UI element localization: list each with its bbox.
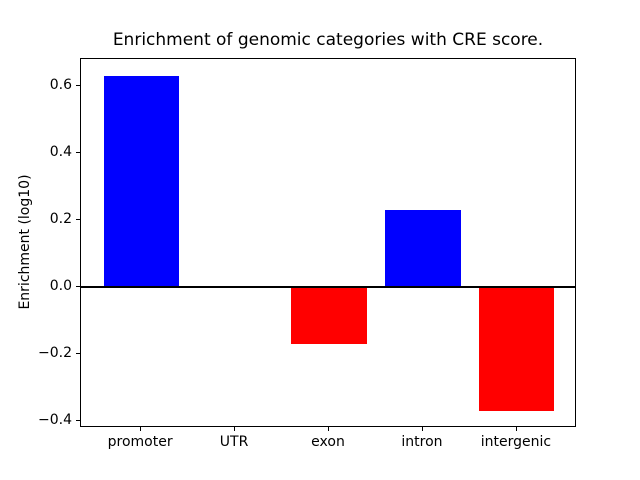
y-tick-mark bbox=[76, 219, 80, 221]
x-tick-label-UTR: UTR bbox=[219, 434, 249, 450]
x-tick-label-intergenic: intergenic bbox=[480, 434, 552, 450]
x-tick-mark bbox=[328, 427, 329, 431]
y-tick-mark bbox=[76, 420, 80, 422]
x-tick-label-intron: intron bbox=[401, 434, 443, 450]
y-tick-label: −0.2 bbox=[38, 345, 72, 362]
chart-title: Enrichment of genomic categories with CR… bbox=[112, 30, 544, 50]
x-tick-mark bbox=[140, 427, 142, 431]
zero-line bbox=[81, 286, 575, 289]
y-tick-label: −0.4 bbox=[38, 412, 72, 429]
bar-promoter bbox=[103, 75, 179, 288]
x-tick-mark bbox=[515, 427, 517, 431]
bar-exon bbox=[291, 287, 367, 345]
x-tick-label-promoter: promoter bbox=[107, 434, 173, 450]
x-tick-mark bbox=[421, 427, 423, 431]
y-tick-label: 0.2 bbox=[49, 211, 72, 228]
x-tick-label-exon: exon bbox=[311, 434, 345, 450]
y-tick-label: 0.4 bbox=[49, 143, 72, 160]
x-tick-mark bbox=[234, 427, 236, 431]
y-tick-label: 0.0 bbox=[49, 278, 72, 295]
bar-intron bbox=[385, 209, 461, 288]
bar-intergenic bbox=[479, 287, 555, 412]
y-tick-mark bbox=[76, 353, 80, 355]
y-tick-mark bbox=[76, 84, 80, 86]
y-tick-mark bbox=[76, 286, 80, 288]
y-tick-mark bbox=[76, 151, 80, 153]
plot-area bbox=[80, 58, 576, 427]
y-tick-label: 0.6 bbox=[49, 76, 72, 93]
